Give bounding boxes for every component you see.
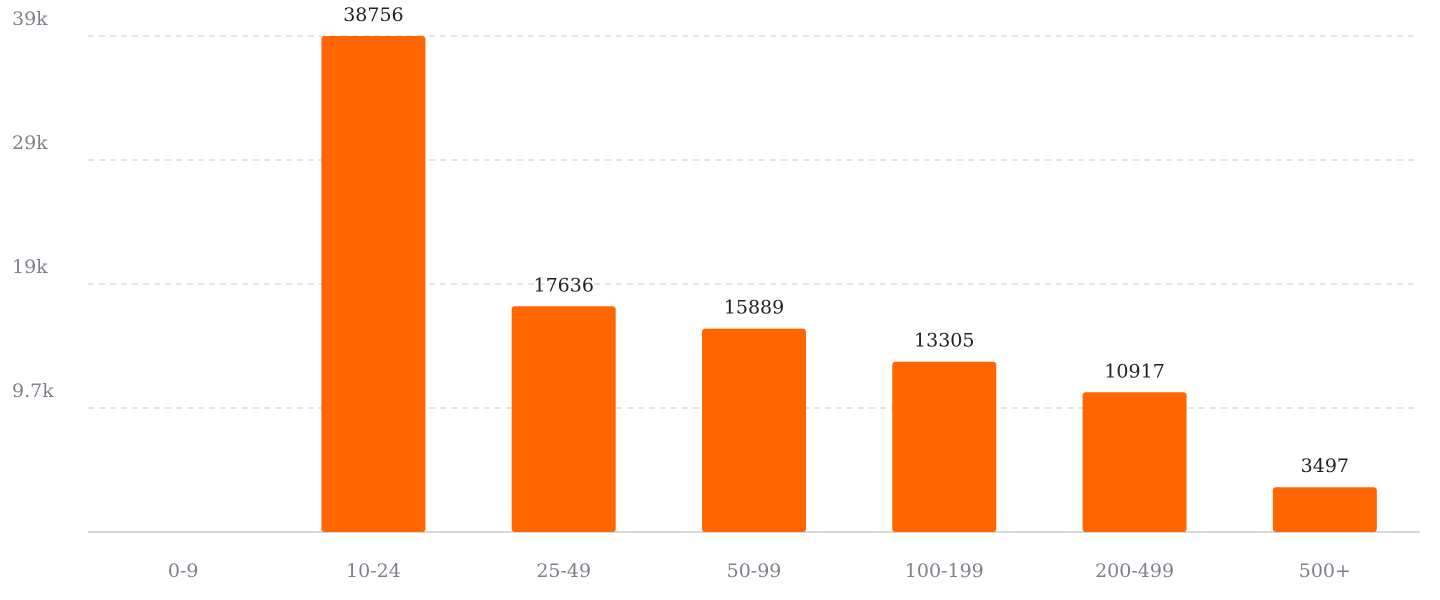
y-tick-label: 29k <box>12 132 48 154</box>
value-label: 10917 <box>1104 360 1164 382</box>
value-label: 13305 <box>914 330 974 352</box>
value-label: 38756 <box>343 4 403 26</box>
x-tick-label: 50-99 <box>727 560 782 582</box>
value-label: 3497 <box>1301 455 1349 477</box>
value-label: 15889 <box>724 297 784 319</box>
bar <box>892 361 997 532</box>
x-tick-label: 500+ <box>1299 560 1351 582</box>
x-tick-label: 10-24 <box>346 560 401 582</box>
x-tick-label: 100-199 <box>905 560 984 582</box>
y-tick-label: 19k <box>12 256 48 278</box>
x-tick-label: 200-499 <box>1095 560 1174 582</box>
x-tick-label: 0-9 <box>168 560 199 582</box>
y-tick-label: 9.7k <box>12 380 54 402</box>
bar <box>511 306 616 532</box>
value-label: 17636 <box>533 274 593 296</box>
bar <box>1272 487 1377 532</box>
x-tick-label: 25-49 <box>536 560 591 582</box>
bar <box>1082 392 1187 532</box>
bar <box>321 36 426 532</box>
y-tick-label: 39k <box>12 8 48 30</box>
bar <box>702 328 806 532</box>
